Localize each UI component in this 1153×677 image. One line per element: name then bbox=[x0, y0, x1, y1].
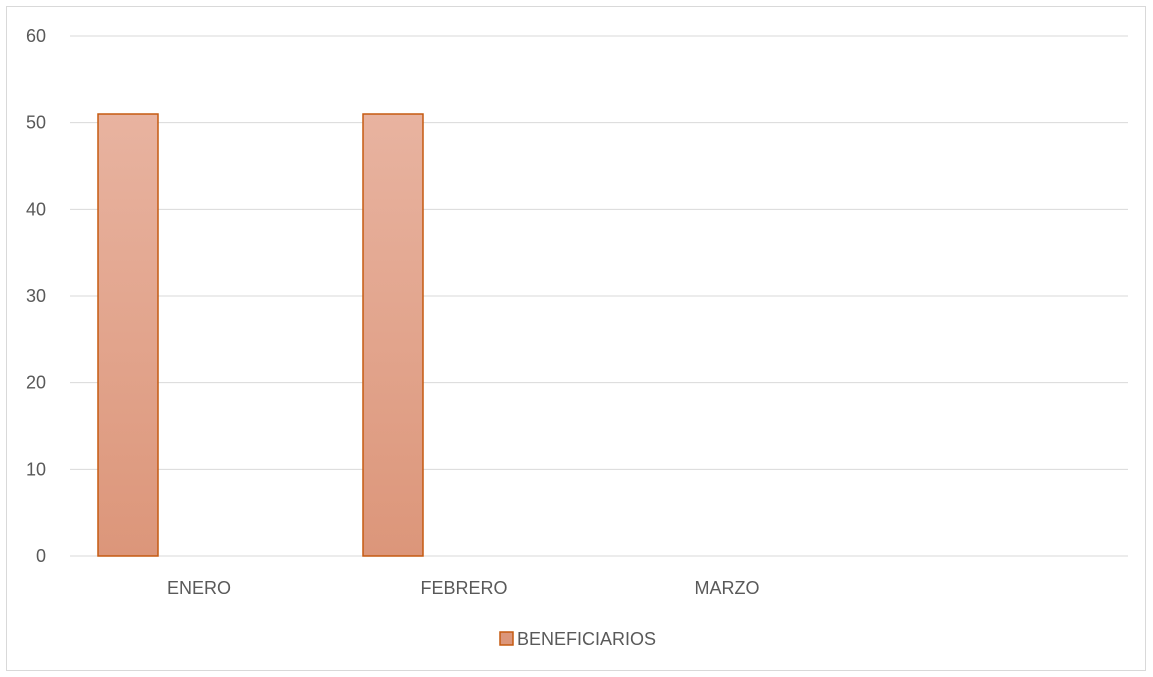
bars bbox=[97, 113, 424, 557]
legend-label-beneficiarios: BENEFICIARIOS bbox=[517, 629, 656, 649]
bar-enero bbox=[97, 113, 159, 557]
y-tick-label: 40 bbox=[26, 199, 46, 219]
y-tick-label: 20 bbox=[26, 373, 46, 393]
chart-frame bbox=[6, 6, 1146, 671]
y-tick-label: 50 bbox=[26, 113, 46, 133]
y-tick-label: 0 bbox=[36, 546, 46, 566]
y-tick-label: 60 bbox=[26, 26, 46, 46]
y-tick-label: 10 bbox=[26, 459, 46, 479]
y-axis-tick-labels: 0 10 20 30 40 50 60 bbox=[26, 26, 46, 566]
bar-febrero bbox=[362, 113, 424, 557]
legend: BENEFICIARIOS bbox=[499, 629, 656, 649]
grid-lines bbox=[70, 35, 1128, 557]
x-category-label-enero: ENERO bbox=[167, 578, 231, 598]
y-tick-label: 30 bbox=[26, 286, 46, 306]
x-axis-category-labels: ENERO FEBRERO MARZO bbox=[167, 578, 760, 598]
x-category-label-marzo: MARZO bbox=[695, 578, 760, 598]
x-category-label-febrero: FEBRERO bbox=[420, 578, 507, 598]
legend-swatch-beneficiarios bbox=[499, 631, 514, 646]
